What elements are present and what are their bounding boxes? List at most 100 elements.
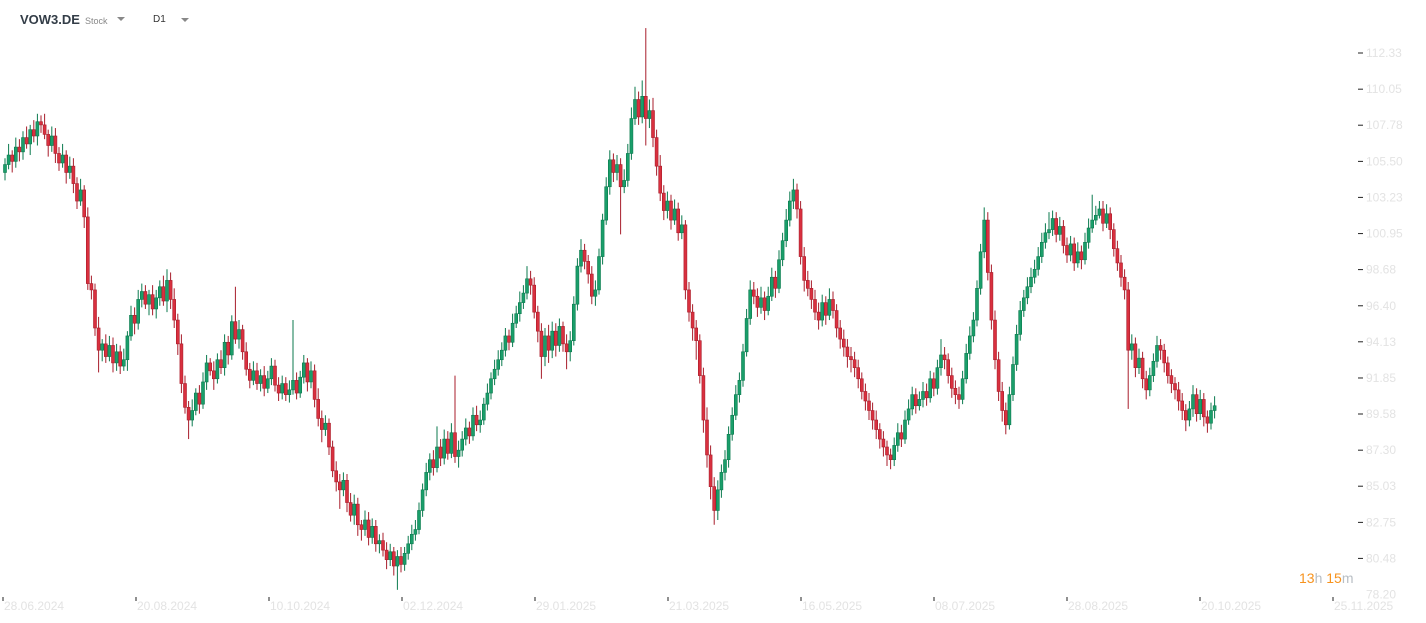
candle-body-up bbox=[730, 414, 735, 435]
candle-body-up bbox=[672, 208, 677, 221]
candle-body-up bbox=[928, 378, 933, 399]
candle-body-down bbox=[589, 273, 594, 297]
candle-body-down bbox=[773, 276, 778, 289]
y-tick-label: 110.05 bbox=[1366, 82, 1402, 96]
candle-body-up bbox=[679, 224, 684, 234]
candle-body-down bbox=[1122, 276, 1127, 291]
candle-body-up bbox=[903, 419, 907, 440]
candle-body-up bbox=[1094, 215, 1098, 221]
timeframe-selector[interactable]: D1 bbox=[153, 14, 189, 25]
candle-body-up bbox=[777, 259, 781, 289]
candle-body-up bbox=[625, 153, 630, 181]
candle-body-up bbox=[492, 368, 497, 380]
candle-body-down bbox=[888, 454, 893, 461]
symbol-selector[interactable]: VOW3.DE Stock bbox=[20, 12, 126, 27]
candle-body-down bbox=[1000, 391, 1005, 411]
candle-body-up bbox=[1137, 357, 1141, 368]
candle-body-down bbox=[845, 346, 850, 357]
candle-body-up bbox=[28, 129, 33, 145]
candle-body-down bbox=[582, 249, 587, 262]
candle-body-up bbox=[442, 438, 447, 459]
candle-body-down bbox=[1079, 251, 1084, 261]
candle-body-up bbox=[978, 251, 983, 289]
candle-body-up bbox=[409, 533, 414, 545]
y-tick-label: 107.78 bbox=[1366, 118, 1403, 132]
candle-body-up bbox=[1198, 399, 1202, 414]
candle-body-down bbox=[946, 359, 951, 376]
candle-body-down bbox=[705, 419, 709, 456]
candle-body-down bbox=[618, 164, 623, 188]
candle-body-down bbox=[957, 394, 961, 400]
candle-body-down bbox=[694, 327, 699, 341]
candle-body-up bbox=[449, 432, 454, 454]
candle-body-up bbox=[154, 297, 158, 310]
candle-body-down bbox=[989, 272, 994, 321]
candle-body-down bbox=[438, 446, 443, 459]
candle-body-down bbox=[75, 183, 79, 202]
candle-body-up bbox=[68, 165, 72, 173]
candle-body-up bbox=[1043, 232, 1048, 243]
candle-body-up bbox=[14, 146, 18, 162]
candle-body-up bbox=[921, 391, 925, 400]
candle-body-down bbox=[1108, 213, 1112, 230]
y-tick-label: 96.40 bbox=[1366, 299, 1396, 313]
candle-body-down bbox=[1162, 349, 1166, 364]
candle-body-down bbox=[168, 280, 173, 300]
candle-body-down bbox=[993, 319, 997, 361]
candle-body-up bbox=[215, 359, 220, 380]
candle-body-down bbox=[996, 359, 1001, 392]
candle-body-down bbox=[1133, 343, 1138, 368]
candle-body-down bbox=[345, 480, 349, 503]
candle-body-down bbox=[654, 137, 659, 167]
y-tick-label: 103.23 bbox=[1366, 190, 1403, 204]
chevron-down-icon[interactable] bbox=[117, 17, 126, 21]
candle-body-up bbox=[1151, 361, 1156, 376]
candle-body-down bbox=[805, 280, 810, 289]
candle-body-up bbox=[1212, 405, 1217, 411]
countdown-hours-unit: h bbox=[1314, 570, 1323, 586]
candle-body-up bbox=[960, 378, 965, 400]
candle-body-up bbox=[478, 419, 483, 426]
candle-body-up bbox=[269, 365, 274, 380]
candle-body-up bbox=[1007, 394, 1012, 426]
candle-body-up bbox=[906, 408, 911, 421]
candle-body-up bbox=[341, 480, 346, 491]
candle-body-down bbox=[359, 524, 364, 530]
candle-body-down bbox=[445, 438, 450, 454]
candle-body-up bbox=[1011, 364, 1015, 395]
candle-body-up bbox=[633, 99, 637, 119]
candle-body-up bbox=[982, 219, 987, 253]
candle-body-down bbox=[913, 394, 918, 407]
candle-body-up bbox=[557, 326, 562, 346]
candle-body-up bbox=[100, 343, 104, 351]
candle-body-up bbox=[1083, 242, 1087, 261]
candle-body-up bbox=[622, 180, 627, 188]
candle-body-up bbox=[741, 351, 745, 381]
candle-body-down bbox=[838, 327, 843, 340]
x-tick-label: 20.08.2024 bbox=[137, 599, 197, 613]
candle-body-up bbox=[525, 278, 529, 294]
candle-body-down bbox=[1180, 400, 1184, 411]
candle-body-up bbox=[604, 186, 609, 221]
candle-body-down bbox=[651, 110, 655, 138]
candle-body-down bbox=[330, 446, 335, 472]
chevron-down-icon[interactable] bbox=[180, 17, 189, 22]
candle-body-down bbox=[867, 400, 871, 411]
candle-body-up bbox=[791, 189, 796, 202]
candle-body-up bbox=[363, 519, 367, 530]
candle-body-down bbox=[305, 362, 310, 383]
candle-body-up bbox=[194, 392, 198, 411]
candle-body-down bbox=[874, 419, 879, 430]
candle-body-up bbox=[543, 335, 547, 357]
candle-body-up bbox=[640, 96, 645, 118]
candle-body-up bbox=[222, 341, 227, 368]
x-tick-label: 28.06.2024 bbox=[4, 599, 64, 613]
candle-body-up bbox=[1018, 310, 1023, 335]
candle-countdown: 13h 15m bbox=[1299, 570, 1354, 586]
candle-body-up bbox=[402, 553, 407, 565]
candle-body-up bbox=[78, 189, 83, 202]
candle-body-up bbox=[1021, 297, 1026, 311]
candle-body-down bbox=[1176, 389, 1181, 402]
candle-body-down bbox=[244, 351, 248, 370]
